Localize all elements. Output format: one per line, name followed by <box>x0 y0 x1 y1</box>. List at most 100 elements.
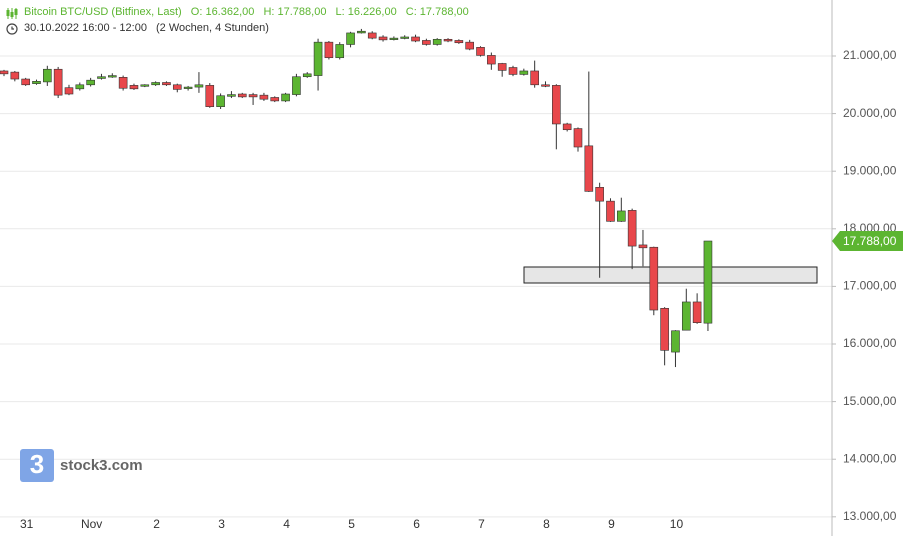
subheader-line: 30.10.2022 16:00 - 12:00 (2 Wochen, 4 St… <box>24 22 275 34</box>
candle-body <box>573 128 583 148</box>
last-price-label: 17.788,00 <box>843 234 897 248</box>
ohlc-label: H: 17.788,00 <box>263 6 327 18</box>
header-line: Bitcoin BTC/USD (Bitfinex, Last) O: 16.3… <box>24 6 475 18</box>
candle-body <box>703 240 713 324</box>
candle-body <box>422 40 431 45</box>
candle-body <box>216 95 225 107</box>
candle-body <box>584 145 594 192</box>
candle-body <box>64 87 74 95</box>
candle-layer <box>0 28 713 368</box>
candle-body <box>97 76 106 79</box>
candle-body <box>313 41 323 76</box>
x-tick-label: 7 <box>478 517 485 531</box>
candle-body <box>151 82 160 86</box>
candle-body <box>53 68 63 96</box>
candle-body <box>118 77 128 89</box>
candle-body <box>335 44 345 59</box>
candle-body <box>411 36 420 42</box>
y-tick-label: 13.000,00 <box>843 509 897 523</box>
candle-body <box>357 30 366 34</box>
ohlc-label: O: 16.362,00 <box>190 6 255 18</box>
x-tick-label: 2 <box>153 517 160 531</box>
header-icon <box>6 8 18 35</box>
y-tick-label: 19.000,00 <box>843 163 897 177</box>
candle-body <box>552 85 561 125</box>
logo-mark: 3 <box>30 449 44 479</box>
candle-body <box>248 94 258 98</box>
logo: 3 stock3.com <box>20 449 143 482</box>
candle-body <box>671 330 680 353</box>
candle-body <box>378 36 388 41</box>
candle-body <box>292 76 301 95</box>
candle-body <box>129 85 139 90</box>
candle-body <box>237 93 247 98</box>
candle-body <box>32 81 41 84</box>
candle-body <box>638 244 648 249</box>
candle-body <box>162 82 171 86</box>
candle-body <box>432 38 442 45</box>
grid-layer <box>0 55 836 518</box>
x-tick-label: 4 <box>283 517 290 531</box>
candle-body <box>692 301 702 323</box>
candle-body <box>10 71 20 80</box>
candle-body <box>660 307 669 351</box>
y-tick-label: 17.000,00 <box>843 279 897 293</box>
last-price-tag <box>832 231 903 252</box>
candle-body <box>86 79 95 86</box>
candle-body <box>140 84 150 87</box>
candle-body <box>465 41 474 50</box>
x-tick-label: 9 <box>608 517 615 531</box>
ohlc-label: L: 16.226,00 <box>335 6 397 18</box>
candle-body <box>75 84 85 90</box>
x-tick-label: 5 <box>348 517 355 531</box>
y-tick-label: 21.000,00 <box>843 48 897 62</box>
candle-body <box>541 84 550 87</box>
candle-body <box>346 32 355 45</box>
candle-body <box>183 86 193 89</box>
candle-body <box>389 37 399 40</box>
candle-body <box>0 70 9 75</box>
x-tick-label: 10 <box>670 517 684 531</box>
period: (2 Wochen, 4 Stunden) <box>156 22 269 34</box>
y-tick-label: 15.000,00 <box>843 394 897 408</box>
candle-body <box>324 41 334 59</box>
candle-body <box>172 84 182 90</box>
candle-body <box>227 94 236 97</box>
candle-body <box>519 70 529 75</box>
ohlc-label: C: 17.788,00 <box>405 6 469 18</box>
candle-body <box>400 36 410 39</box>
title: Bitcoin BTC/USD (Bitfinex, Last) <box>24 6 182 18</box>
candle-body <box>530 70 539 86</box>
candle-body <box>487 55 496 65</box>
candle-body <box>681 301 691 331</box>
candle-body <box>281 93 290 102</box>
x-tick-label: 3 <box>218 517 225 531</box>
candle-body <box>595 187 604 202</box>
candle-body <box>21 78 30 86</box>
subtitle: 30.10.2022 16:00 - 12:00 <box>24 22 147 34</box>
candle-body <box>627 210 637 247</box>
candle-body <box>606 200 615 222</box>
y-tick-label: 16.000,00 <box>843 336 897 350</box>
candle-body <box>43 68 52 83</box>
y-tick-label: 14.000,00 <box>843 451 897 465</box>
watermark: stock3.com <box>60 457 143 474</box>
candle-body <box>302 73 312 78</box>
candle-body <box>270 97 280 102</box>
candle-body <box>476 47 485 56</box>
candle-body <box>497 63 507 71</box>
candle-body <box>108 75 117 78</box>
candle-body <box>562 123 572 131</box>
y-tick-label: 20.000,00 <box>843 106 897 120</box>
candle-body <box>367 32 377 39</box>
candle-body <box>194 84 204 88</box>
candle-body <box>205 85 215 107</box>
candle-body <box>649 246 659 311</box>
x-tick-label: 31 <box>20 517 34 531</box>
candle-body <box>454 40 464 44</box>
zone-box <box>523 266 818 284</box>
candle-body <box>617 210 626 222</box>
candle-body <box>443 38 453 42</box>
